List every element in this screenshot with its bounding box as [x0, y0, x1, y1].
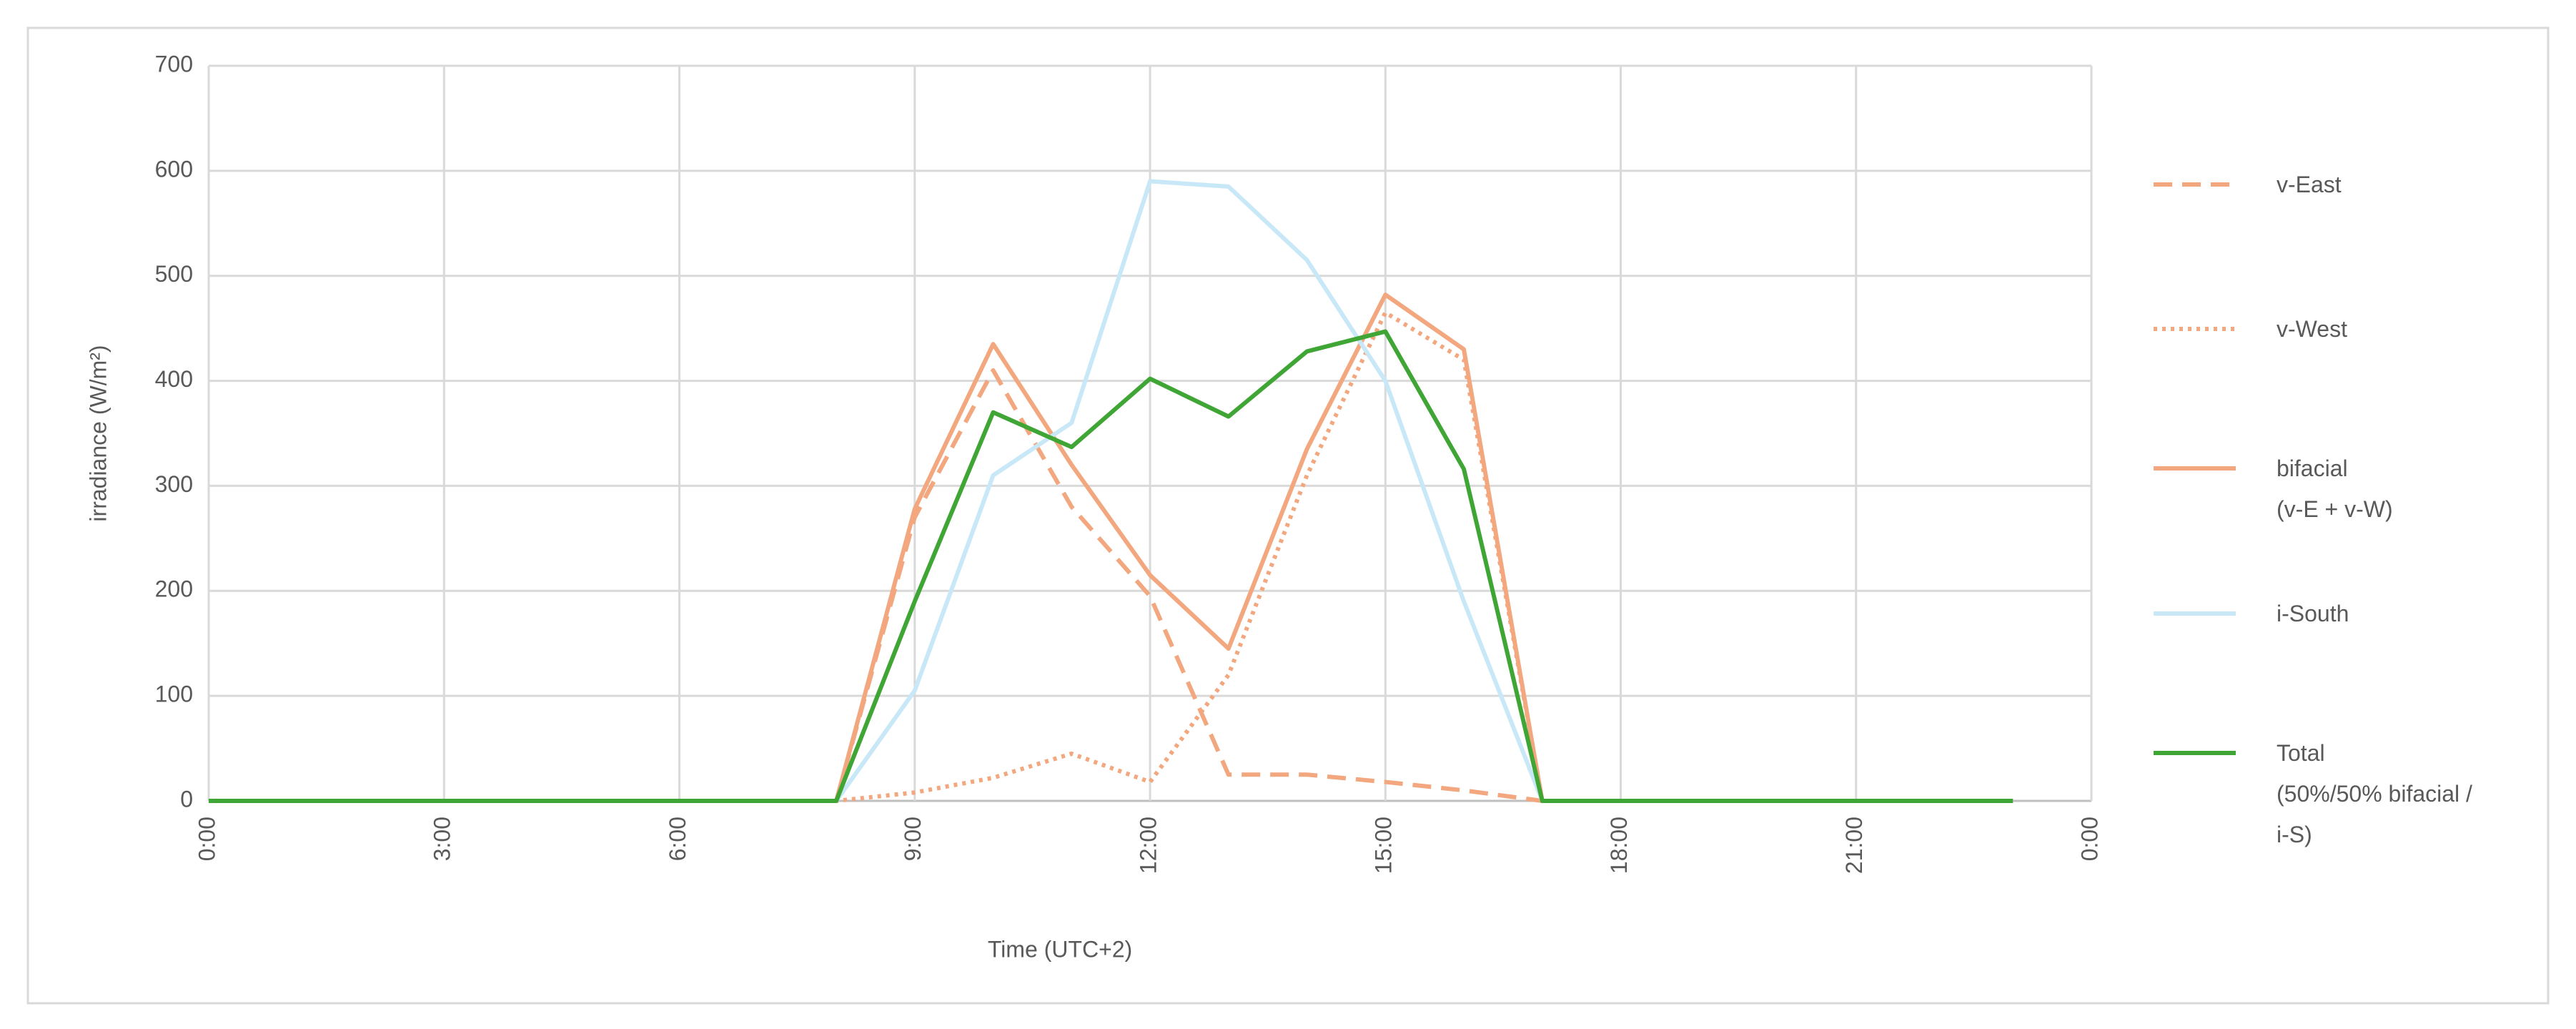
legend-label: Total (50%/50% bifacial / i-S) — [2277, 740, 2472, 847]
series-line — [209, 329, 2013, 803]
legend-label: v-West — [2277, 316, 2347, 342]
series-line — [209, 368, 2013, 803]
x-tick-label: 3:00 — [430, 817, 455, 861]
y-tick-label: 700 — [155, 51, 193, 77]
series-line — [209, 292, 2013, 803]
y-tick-label: 400 — [155, 366, 193, 392]
x-tick-label: 6:00 — [665, 817, 690, 861]
x-tick-label: 9:00 — [900, 817, 926, 861]
x-tick-label: 0:00 — [2076, 817, 2102, 861]
y-tick-label: 200 — [155, 576, 193, 602]
x-tick-label: 18:00 — [1606, 817, 1632, 874]
y-tick-label: 500 — [155, 261, 193, 287]
series-line — [209, 179, 2013, 803]
legend-label: v-East — [2277, 172, 2342, 197]
chart-frame — [26, 26, 2550, 1005]
y-tick-label: 300 — [155, 471, 193, 497]
x-tick-label: 21:00 — [1841, 817, 1867, 874]
y-axis-title: irradiance (W/m²) — [85, 345, 111, 521]
y-tick-label: 100 — [155, 681, 193, 707]
x-tick-label: 15:00 — [1371, 817, 1397, 874]
y-tick-label: 0 — [180, 786, 193, 812]
x-tick-label: 0:00 — [194, 817, 219, 861]
y-tick-label: 600 — [155, 156, 193, 182]
x-axis-title: Time (UTC+2) — [988, 936, 1132, 962]
x-tick-label: 12:00 — [1135, 817, 1161, 874]
series-line — [209, 310, 2013, 803]
legend-label: bifacial (v-E + v-W) — [2277, 456, 2393, 522]
legend-label: i-South — [2277, 601, 2349, 626]
